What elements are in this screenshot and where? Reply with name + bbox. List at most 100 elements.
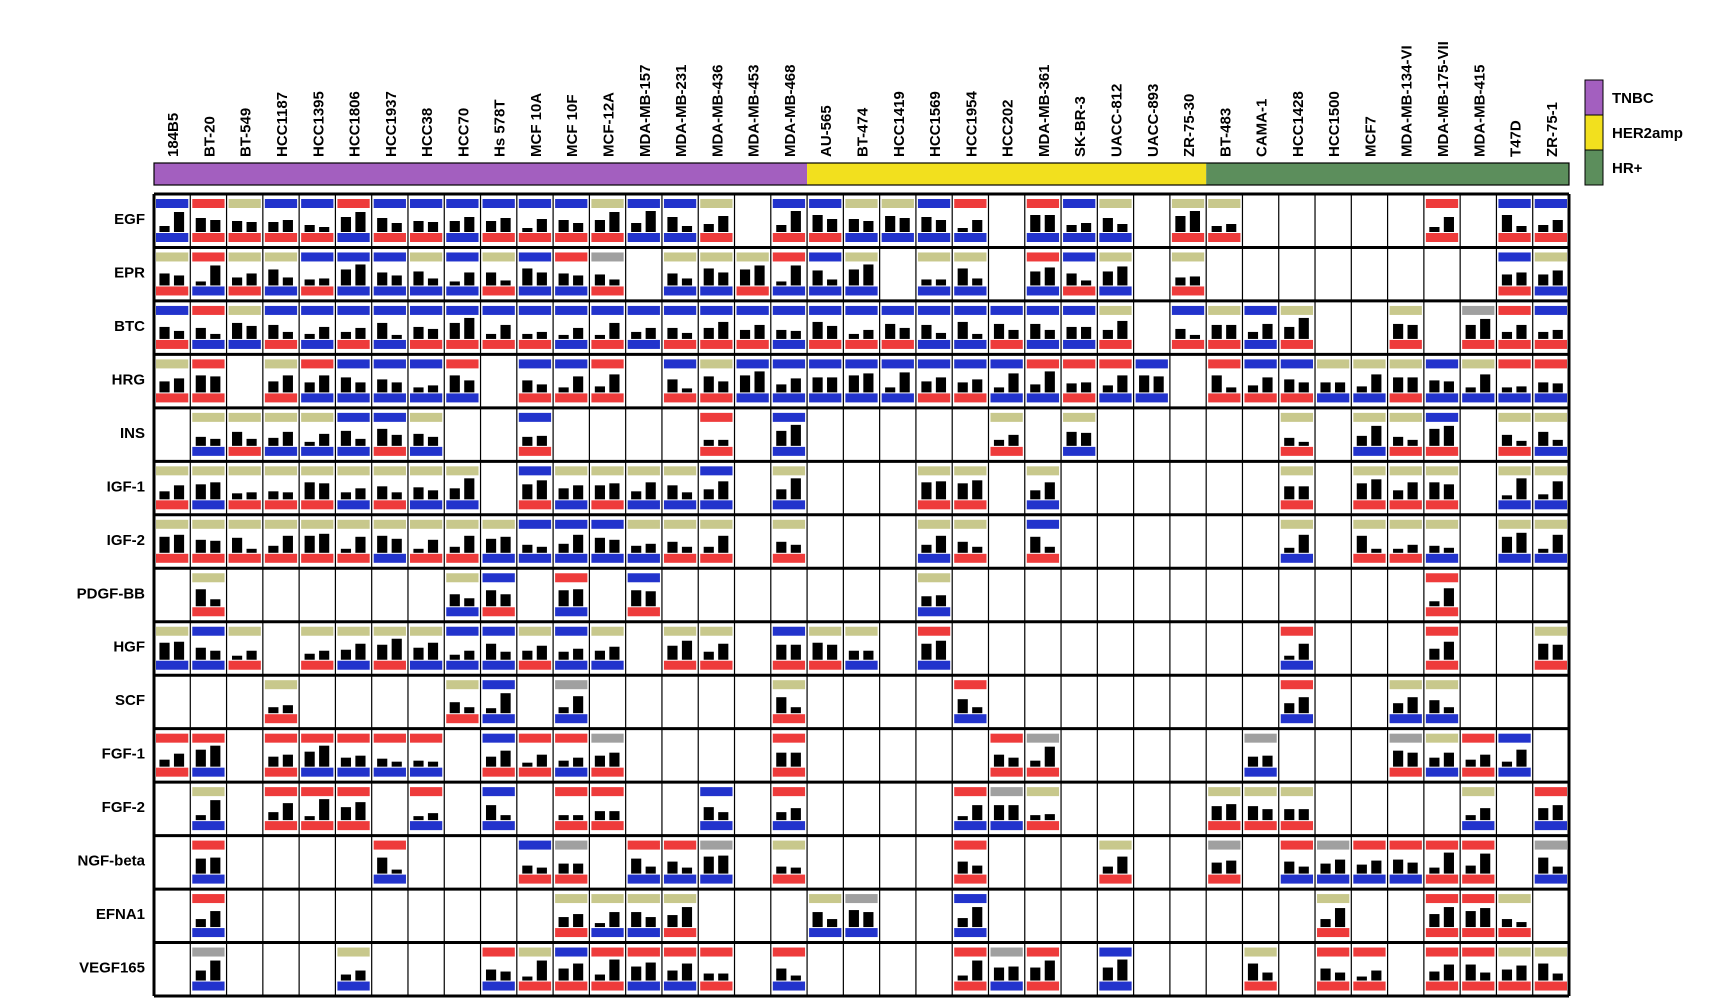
- response-block: [409, 339, 443, 349]
- response-block: [1063, 286, 1096, 296]
- level-bar: [703, 651, 714, 660]
- response-bar: [1389, 359, 1422, 369]
- response-bar: [1026, 519, 1060, 529]
- response-block: [1462, 821, 1495, 831]
- cell-igf-1-34: [1389, 466, 1422, 510]
- response-block: [1317, 928, 1350, 938]
- response-bar: [1353, 466, 1386, 476]
- column-label-mda-mb-453: MDA-MB-453: [746, 64, 763, 157]
- cell-vegf165-11: [555, 947, 588, 991]
- response-bar: [809, 894, 842, 904]
- level-bar: [391, 223, 402, 232]
- level-bar: [268, 269, 279, 286]
- level-bar: [1139, 375, 1150, 393]
- level-bar: [1552, 805, 1563, 821]
- cell-btc-29: [1208, 305, 1241, 349]
- response-block: [1462, 928, 1495, 938]
- cell-epr-10: [518, 252, 552, 296]
- level-bar: [631, 858, 642, 874]
- level-bar: [645, 962, 656, 981]
- response-bar: [954, 947, 987, 957]
- level-bar: [1284, 655, 1295, 660]
- response-bar: [1498, 519, 1531, 529]
- response-bar: [663, 519, 697, 529]
- level-bar: [413, 548, 424, 553]
- response-block: [1534, 874, 1567, 884]
- response-block: [627, 607, 660, 617]
- response-block: [1026, 553, 1060, 563]
- cell-igf-1-7: [409, 466, 443, 510]
- column-label-mda-mb-134-vi: MDA-MB-134-VI: [1399, 45, 1416, 157]
- level-bar: [863, 650, 874, 660]
- response-block: [192, 981, 225, 991]
- response-bar: [627, 519, 660, 529]
- response-bar: [264, 359, 298, 369]
- response-bar: [1099, 840, 1132, 850]
- level-bar: [739, 375, 751, 393]
- level-bar: [1334, 908, 1346, 928]
- response-block: [1425, 233, 1459, 242]
- level-bar: [319, 227, 330, 232]
- response-block: [954, 339, 987, 349]
- cell-igf-1-33: [1353, 466, 1386, 510]
- level-bar: [427, 539, 439, 553]
- response-bar: [1425, 573, 1459, 583]
- cell-efna1-36: [1462, 894, 1495, 938]
- response-block: [373, 553, 406, 563]
- level-bar: [232, 493, 243, 500]
- column-label-au-565: AU-565: [818, 105, 835, 157]
- response-bar: [700, 947, 733, 957]
- response-block: [446, 553, 479, 563]
- level-bar: [1443, 964, 1454, 981]
- response-block: [1280, 553, 1314, 563]
- column-label-zr-75-30: ZR-75-30: [1181, 94, 1198, 157]
- level-bar: [1443, 547, 1454, 553]
- cell-vegf165-13: [627, 947, 660, 991]
- response-bar: [1208, 359, 1241, 369]
- response-block: [518, 553, 552, 563]
- cell-efna1-35: [1425, 894, 1459, 938]
- cell-hrg-20: [881, 359, 914, 403]
- cell-epr-4: [301, 252, 334, 296]
- response-block: [954, 981, 987, 991]
- cell-fgf-2-17: [772, 787, 806, 831]
- level-bar: [464, 707, 475, 714]
- response-bar: [373, 626, 406, 636]
- response-bar: [1026, 252, 1060, 262]
- legend-swatch-tnbc: [1584, 79, 1604, 116]
- level-bar: [355, 802, 366, 821]
- cell-hrg-8: [446, 359, 479, 403]
- level-bar: [1393, 703, 1404, 714]
- level-bar: [522, 544, 533, 553]
- cell-efna1-19: [845, 894, 878, 938]
- cell-ins-37: [1498, 412, 1531, 456]
- level-bar: [609, 322, 620, 339]
- cell-ins-10: [518, 412, 552, 456]
- response-bar: [1353, 519, 1386, 529]
- level-bar: [645, 591, 656, 607]
- cell-btc-1: [192, 305, 225, 349]
- response-block: [1425, 928, 1459, 938]
- level-bar: [935, 377, 947, 393]
- level-bar: [427, 761, 439, 767]
- level-bar: [173, 378, 185, 393]
- response-bar: [1498, 947, 1531, 957]
- cell-btc-23: [990, 305, 1023, 349]
- level-bar: [718, 973, 729, 981]
- cell-fgf-1-36: [1462, 733, 1495, 777]
- response-bar: [301, 199, 334, 208]
- cell-vegf165-32: [1317, 947, 1350, 991]
- cell-hgf-9: [482, 626, 515, 670]
- response-block: [1534, 393, 1567, 403]
- cell-btc-31: [1280, 305, 1314, 349]
- response-block: [192, 660, 225, 670]
- response-bar: [1462, 894, 1495, 904]
- response-bar: [1498, 252, 1531, 262]
- response-block: [373, 286, 406, 296]
- cell-ngf-beta-33: [1353, 840, 1386, 884]
- response-bar: [917, 573, 951, 583]
- cell-btc-38: [1534, 305, 1567, 349]
- row-label-hgf: HGF: [113, 639, 145, 656]
- response-block: [917, 607, 951, 617]
- level-bar: [667, 273, 678, 286]
